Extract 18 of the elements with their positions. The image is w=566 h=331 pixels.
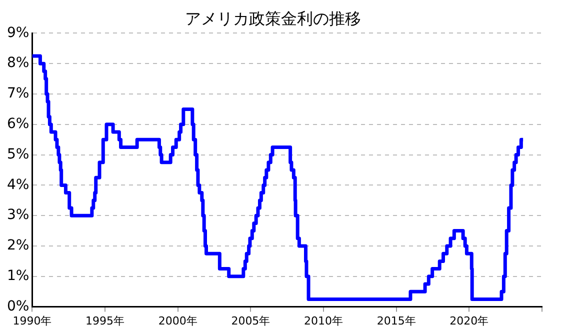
x-tick-label: 1995年 [86,314,125,328]
y-tick-label: 3% [6,207,30,224]
y-tick-label: 1% [6,268,30,284]
y-tick-label: 0% [6,298,30,314]
y-tick-label: 6% [6,116,30,132]
y-tick-label: 2% [6,238,30,254]
x-tick-label: 2000年 [158,314,198,328]
chart-title: アメリカ政策金利の推移 [185,8,361,28]
x-tick-label: 2005年 [231,314,270,328]
x-tick-label: 2010年 [304,314,344,328]
y-tick-label: 7% [6,86,30,102]
x-tick-label: 2020年 [450,314,489,328]
y-tick-label: 5% [6,146,30,162]
y-tick-label: 9% [6,24,30,41]
y-tick-label: 4% [6,176,30,193]
x-tick-label: 1990年 [12,314,52,328]
y-tick-label: 8% [6,55,30,72]
x-tick-label: 2015年 [376,314,416,328]
